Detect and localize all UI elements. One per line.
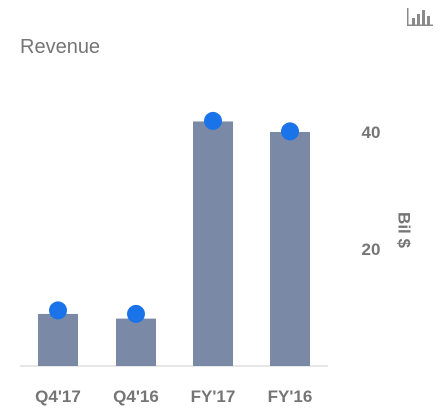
bars-layer <box>20 121 328 367</box>
x-tick-label: FY'16 <box>268 387 313 406</box>
x-tick-label: Q4'17 <box>35 387 81 406</box>
y-axis-title: Bil $ <box>395 212 414 248</box>
bar-chart-icon <box>407 8 433 26</box>
x-tick-label: FY'17 <box>191 387 236 406</box>
x-tick-label: Q4'16 <box>113 387 159 406</box>
marker-point-2[interactable] <box>204 111 222 130</box>
chart-title: Revenue <box>20 36 101 58</box>
bar-0[interactable] <box>38 313 78 366</box>
bar-3[interactable] <box>270 132 310 366</box>
chart-type-button[interactable] <box>404 6 436 28</box>
x-tick-labels: Q4'17 Q4'16 FY'17 FY'16 <box>35 387 312 406</box>
bar-2[interactable] <box>193 121 233 366</box>
markers-layer <box>49 111 299 323</box>
marker-point-1[interactable] <box>127 304 145 323</box>
y-tick-label: 40 <box>362 123 381 142</box>
bar-1[interactable] <box>116 318 156 366</box>
marker-point-0[interactable] <box>49 301 67 320</box>
marker-point-3[interactable] <box>281 122 299 141</box>
y-tick-label: 20 <box>362 240 381 259</box>
